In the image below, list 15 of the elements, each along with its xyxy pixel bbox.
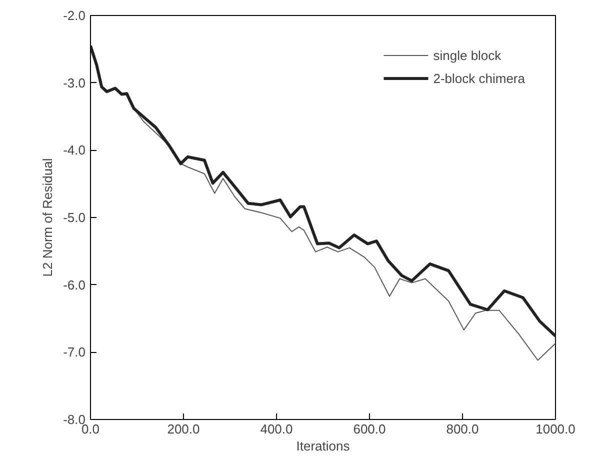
y-tick-label: -2.0	[63, 8, 86, 23]
x-tick-label: 1000.0	[536, 422, 576, 436]
x-tick-label: 600.0	[353, 422, 386, 436]
y-tick-label: -6.0	[63, 277, 86, 292]
x-axis-title: Iterations	[296, 438, 350, 454]
legend-label: single block	[433, 48, 502, 62]
x-tick-label: 200.0	[167, 422, 200, 436]
legend-label: 2-block chimera	[433, 70, 525, 86]
y-tick-label: -4.0	[63, 142, 86, 158]
y-axis-title: L2 Norm of Residual	[40, 158, 56, 277]
y-tick-label: -7.0	[63, 344, 86, 360]
x-tick-label: 400.0	[260, 422, 293, 436]
x-tick-label: 800.0	[446, 422, 479, 436]
y-tick-label: -5.0	[63, 210, 86, 225]
y-tick-label: -3.0	[63, 75, 86, 90]
